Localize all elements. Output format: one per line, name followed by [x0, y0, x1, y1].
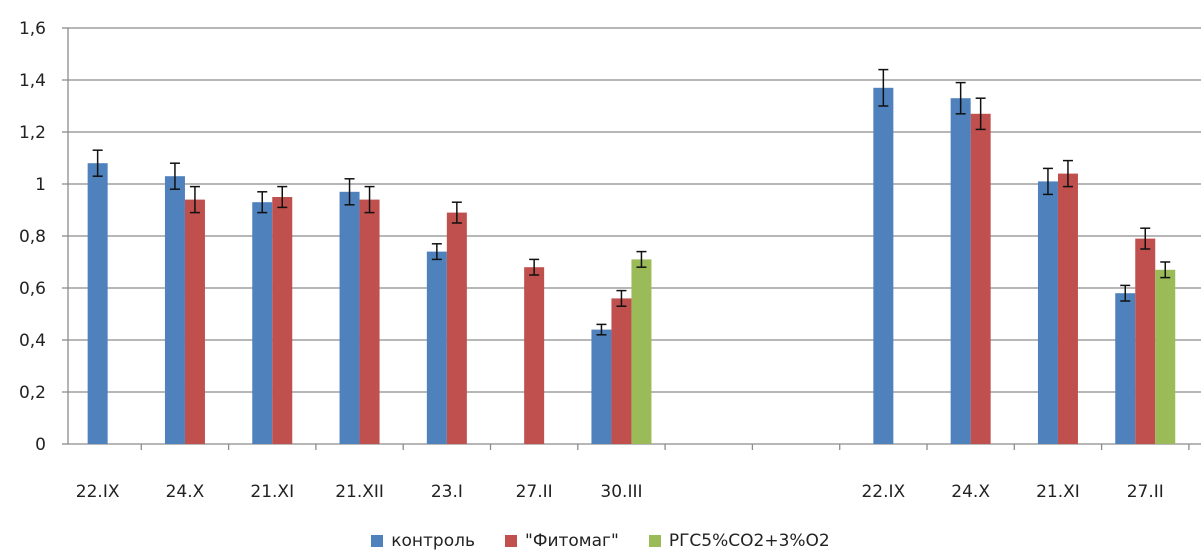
bar	[339, 191, 360, 444]
bar	[524, 267, 545, 444]
x-tick-label: 27.II	[516, 482, 553, 502]
bar	[873, 87, 894, 445]
bar	[184, 199, 205, 444]
bar	[1155, 269, 1176, 444]
bar	[591, 329, 612, 444]
bar	[272, 197, 293, 444]
x-tick-label: 21.XI	[250, 482, 294, 502]
y-tick-label: 0,6	[19, 279, 46, 299]
bar	[970, 113, 991, 445]
bar	[611, 298, 632, 444]
bar	[1115, 293, 1136, 444]
legend-item-control: контроль	[371, 531, 475, 551]
legend-label-fitomag: "Фитомаг"	[525, 531, 619, 551]
x-tick-label: 24.X	[166, 482, 205, 502]
y-tick-label: 0,8	[19, 227, 46, 247]
y-tick-label: 0,2	[19, 383, 46, 403]
y-tick-label: 1,4	[19, 71, 46, 91]
legend-swatch-rgs	[648, 535, 661, 547]
bar	[359, 199, 380, 444]
x-tick-label: 27.II	[1127, 482, 1164, 502]
x-tick-label: 21.XII	[335, 482, 384, 502]
bar	[446, 212, 467, 444]
bar-chart: 0 0,2 0,4 0,6 0,8 1 1,2 1,4 1,6 22.IX 24.X 21.XI 21.…	[19, 19, 1201, 502]
bar	[1135, 238, 1156, 444]
legend-item-fitomag: "Фитомаг"	[505, 531, 619, 551]
bar	[950, 98, 971, 444]
y-tick-label: 0,4	[19, 331, 46, 351]
bar	[631, 259, 652, 444]
x-tick-label: 21.XI	[1036, 482, 1080, 502]
x-tick-label: 23.I	[431, 482, 463, 502]
bar	[1037, 181, 1058, 444]
bar	[252, 202, 273, 444]
legend-swatch-control	[371, 535, 384, 547]
y-tick-label: 1,2	[19, 123, 46, 143]
bar	[87, 163, 108, 444]
y-tick-label: 1	[35, 175, 46, 195]
legend-label-control: контроль	[391, 531, 475, 551]
x-tick-label: 22.IX	[861, 482, 905, 502]
legend: контроль "Фитомаг" РГС5%СО2+3%О2	[0, 528, 1201, 554]
legend-item-rgs: РГС5%СО2+3%О2	[648, 531, 830, 551]
x-tick-label: 24.X	[951, 482, 990, 502]
y-tick-label: 1,6	[19, 19, 46, 39]
x-tick-label: 22.IX	[76, 482, 120, 502]
y-tick-label: 0	[35, 435, 46, 455]
bar	[164, 176, 185, 444]
bar	[426, 251, 447, 444]
legend-label-rgs: РГС5%СО2+3%О2	[668, 531, 830, 551]
legend-swatch-fitomag	[505, 535, 517, 547]
bar	[1057, 173, 1078, 444]
x-tick-label: 30.III	[600, 482, 642, 502]
